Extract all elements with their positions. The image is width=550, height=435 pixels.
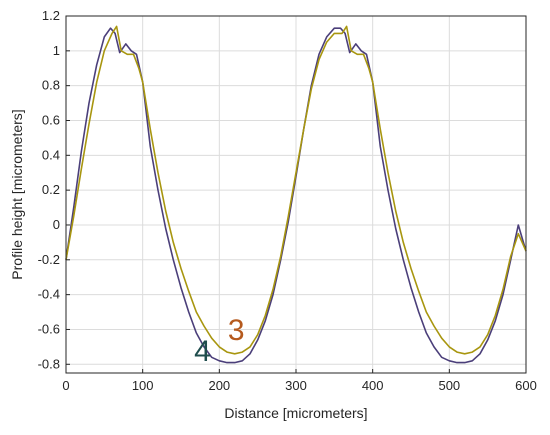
y-tick-label: 1 bbox=[53, 43, 60, 58]
grid-lines bbox=[65, 15, 527, 373]
x-tick-label: 500 bbox=[438, 378, 460, 393]
x-axis-label: Distance [micrometers] bbox=[224, 405, 367, 421]
y-axis-label: Profile height [micrometers] bbox=[9, 109, 25, 279]
y-axis-ticks: -0.8 -0.6 -0.4 -0.2 0 0.2 0.4 0.6 0.8 1 1.2 bbox=[38, 8, 70, 371]
y-tick-label: -0.2 bbox=[38, 252, 60, 267]
y-tick-label: 0.4 bbox=[42, 147, 60, 162]
series-line-3 bbox=[65, 25, 527, 355]
y-tick-label: 1.2 bbox=[42, 8, 60, 23]
x-tick-label: 600 bbox=[515, 378, 537, 393]
x-tick-label: 200 bbox=[208, 378, 230, 393]
series-lines bbox=[65, 25, 527, 364]
y-tick-label: 0 bbox=[53, 217, 60, 232]
series-label-4: 4 bbox=[194, 335, 211, 368]
y-tick-label: 0.2 bbox=[42, 182, 60, 197]
y-tick-label: -0.8 bbox=[38, 356, 60, 371]
y-tick-label: 0.6 bbox=[42, 112, 60, 127]
series-annotations: 43 bbox=[194, 314, 244, 368]
y-tick-label: -0.4 bbox=[38, 287, 60, 302]
x-tick-label: 300 bbox=[285, 378, 307, 393]
y-tick-label: -0.6 bbox=[38, 321, 60, 336]
x-axis-ticks: 0 100 200 300 400 500 600 bbox=[62, 369, 537, 393]
x-tick-label: 0 bbox=[62, 378, 69, 393]
y-tick-label: 0.8 bbox=[42, 78, 60, 93]
x-tick-label: 400 bbox=[362, 378, 384, 393]
x-tick-label: 100 bbox=[132, 378, 154, 393]
series-label-3: 3 bbox=[228, 314, 245, 347]
